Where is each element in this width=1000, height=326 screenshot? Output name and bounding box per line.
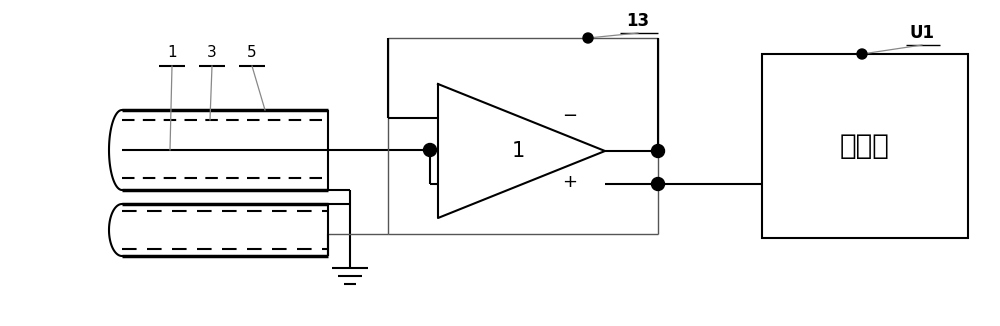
Text: U1: U1 xyxy=(910,24,935,42)
Text: 3: 3 xyxy=(207,45,217,60)
Circle shape xyxy=(652,177,664,190)
Circle shape xyxy=(652,144,664,157)
Circle shape xyxy=(424,143,436,156)
Circle shape xyxy=(583,33,593,43)
Text: 13: 13 xyxy=(626,12,650,30)
Text: 放大器: 放大器 xyxy=(840,132,890,160)
Text: 1: 1 xyxy=(511,141,525,161)
Text: −: − xyxy=(562,107,578,125)
FancyBboxPatch shape xyxy=(762,54,968,238)
Text: +: + xyxy=(562,173,578,191)
Circle shape xyxy=(857,49,867,59)
Text: 5: 5 xyxy=(247,45,257,60)
Text: 1: 1 xyxy=(167,45,177,60)
